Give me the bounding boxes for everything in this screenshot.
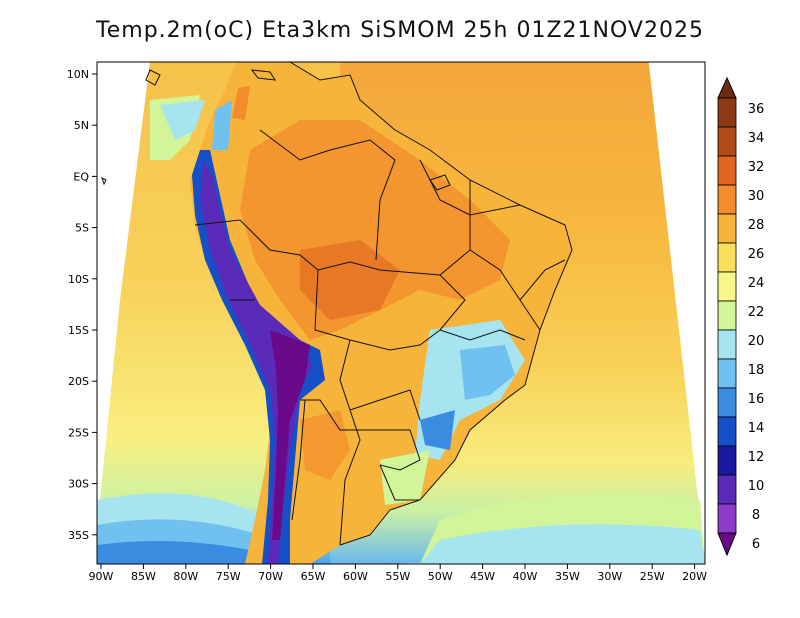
colorbar-segment [717, 387, 737, 418]
lon-label: 60W [343, 570, 368, 583]
colorbar-segment [717, 213, 737, 244]
colorbar-label: 20 [748, 334, 765, 349]
lat-label: 25S [68, 426, 89, 439]
colorbar: 36 34 32 30 28 26 24 22 20 18 16 14 12 10 8 6 [717, 76, 765, 557]
lat-label: 15S [68, 324, 89, 337]
colorbar-label: 12 [748, 450, 765, 465]
lat-label: 10S [68, 273, 89, 286]
colorbar-label: 6 [752, 537, 760, 552]
longitude-axis: 90W 85W 80W 75W 70W 65W 60W 55W 50W 45W 40W 35W 30W 2… [89, 564, 707, 583]
islands [101, 69, 451, 191]
colorbar-label: 14 [748, 421, 765, 436]
colorbar-segment [717, 271, 737, 302]
lon-label: 25W [640, 570, 665, 583]
lat-label: 35S [68, 529, 89, 542]
colorbar-label: 36 [748, 102, 765, 117]
lat-label: 5S [75, 222, 89, 235]
lon-label: 45W [470, 570, 495, 583]
colorbar-segment [717, 155, 737, 186]
colorbar-label: 10 [748, 479, 765, 494]
colorbar-label: 32 [748, 160, 765, 175]
lat-label: 10N [67, 68, 89, 81]
country-borders [194, 62, 573, 546]
lat-label: 30S [68, 478, 89, 491]
colorbar-label: 24 [748, 276, 765, 291]
colorbar-bottom-arrow [717, 532, 737, 557]
lon-label: 70W [258, 570, 283, 583]
colorbar-segment [717, 329, 737, 360]
colorbar-label: 16 [748, 392, 765, 407]
colorbar-top-arrow [717, 76, 737, 99]
colorbar-label: 18 [748, 363, 765, 378]
colorbar-label: 34 [748, 131, 765, 146]
lon-label: 80W [173, 570, 198, 583]
colorbar-label: 22 [748, 305, 765, 320]
colorbar-label: 30 [748, 189, 765, 204]
colorbar-segment [717, 242, 737, 273]
lon-label: 55W [385, 570, 410, 583]
plot-frame [96, 61, 706, 565]
lon-label: 30W [597, 570, 622, 583]
colorbar-segment [717, 358, 737, 389]
lon-label: 35W [555, 570, 580, 583]
colorbar-segment [717, 184, 737, 215]
lon-label: 50W [428, 570, 453, 583]
lon-label: 65W [301, 570, 326, 583]
lat-label: 20S [68, 375, 89, 388]
lon-label: 75W [216, 570, 241, 583]
lon-label: 20W [682, 570, 707, 583]
latitude-axis: 10N 5N EQ 5S 10S 15S 20S 25S 30S 35S [67, 68, 97, 542]
colorbar-segment [717, 416, 737, 447]
colorbar-segment [717, 300, 737, 331]
lon-label: 85W [131, 570, 156, 583]
colorbar-label: 28 [748, 218, 765, 233]
lat-label: 5N [74, 119, 89, 132]
colorbar-segment [717, 503, 737, 534]
colorbar-segment [717, 97, 737, 128]
colorbar-segment [717, 445, 737, 476]
colorbar-segment [717, 126, 737, 157]
colorbar-label: 26 [748, 247, 765, 262]
chart-title: Temp.2m(oC) Eta3km SiSMOM 25h 01Z21NOV20… [96, 18, 704, 43]
lat-label: EQ [73, 170, 89, 183]
colorbar-label: 8 [752, 508, 760, 523]
lon-label: 40W [513, 570, 538, 583]
colorbar-segment [717, 474, 737, 505]
lon-label: 90W [89, 570, 114, 583]
